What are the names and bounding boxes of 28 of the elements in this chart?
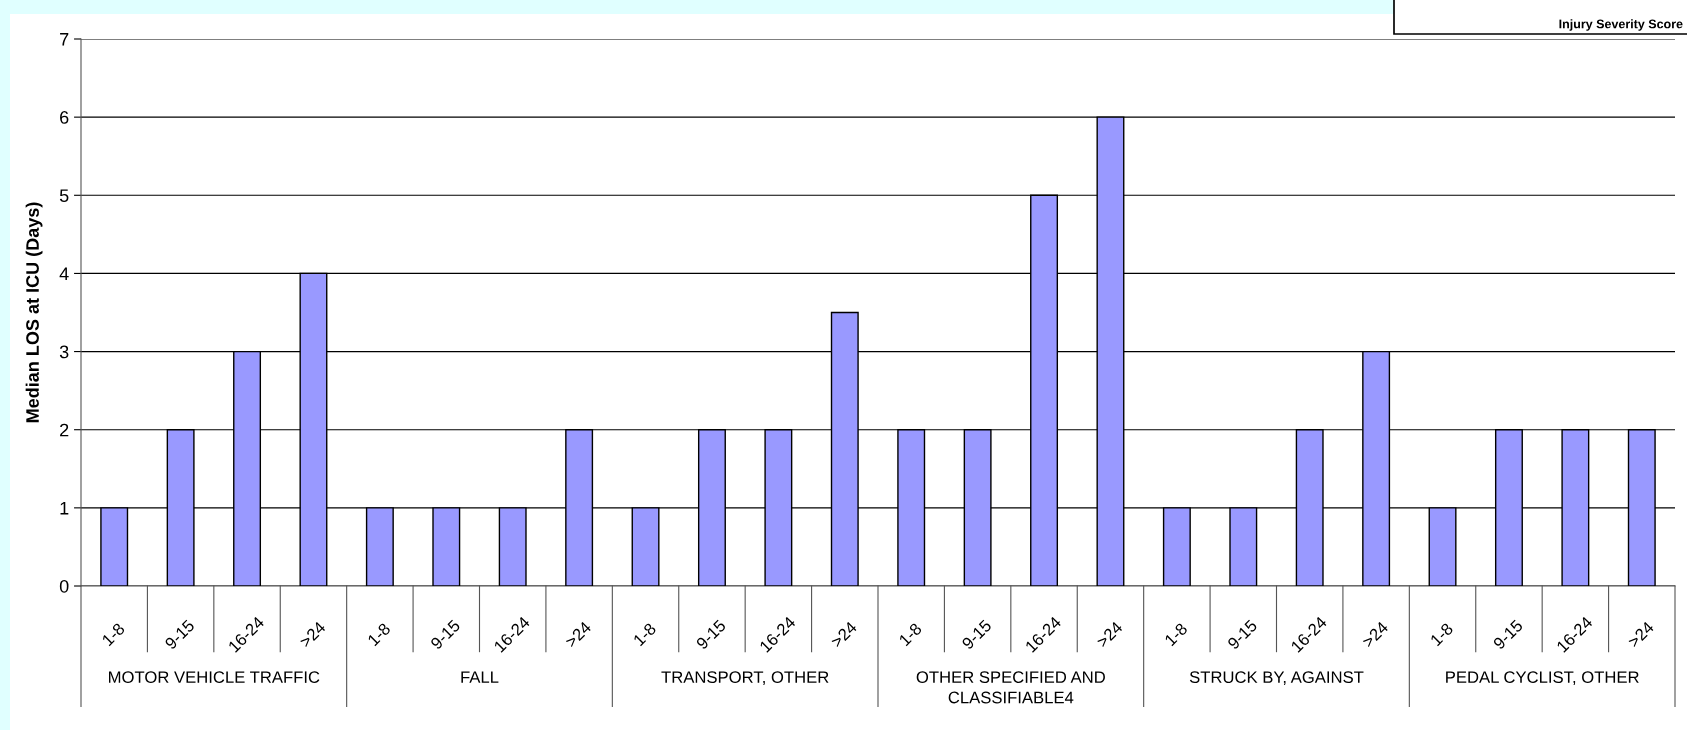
y-tick-label: 5 — [59, 189, 69, 203]
x-tick-label: >24 — [298, 620, 327, 648]
y-tick-label: 1 — [60, 501, 69, 515]
x-tick-label: >24 — [1361, 620, 1389, 648]
text: PEDAL CYCLIST, OTHER — [1446, 671, 1639, 685]
y-tick-label: 2 — [60, 423, 69, 437]
y-tick-label: 0 — [59, 579, 69, 593]
text: TRANSPORT, OTHER — [661, 671, 829, 685]
text: Injury Severity Score — [1559, 19, 1683, 31]
x-tick-label: >24 — [1627, 620, 1655, 648]
y-tick-label: 3 — [59, 345, 69, 359]
text: FALL — [461, 671, 499, 683]
text: MOTOR VEHICLE TRAFFIC — [109, 671, 320, 684]
x-tick-label: 1-8 — [632, 622, 657, 647]
x-tick-label: >24 — [564, 620, 592, 648]
x-tick-label: >24 — [830, 620, 858, 648]
x-tick-label: 1-8 — [101, 622, 126, 647]
y-axis-title: Median LOS at ICU (Days) — [25, 202, 43, 423]
y-tick-label: 4 — [59, 267, 69, 280]
x-tick-label: 1-8 — [367, 622, 392, 647]
text: OTHER SPECIFIED AND CLASSIFIABLE4 — [916, 671, 1105, 704]
text: STRUCK BY, AGAINST — [1189, 671, 1364, 685]
x-tick-label: >24 — [1095, 620, 1124, 648]
x-tick-label: 1-8 — [898, 622, 923, 647]
x-tick-label: 1-8 — [1164, 622, 1189, 647]
x-tick-label: 1-8 — [1429, 622, 1454, 647]
y-tick-label: 7 — [60, 33, 69, 46]
y-tick-label: 6 — [60, 111, 69, 124]
